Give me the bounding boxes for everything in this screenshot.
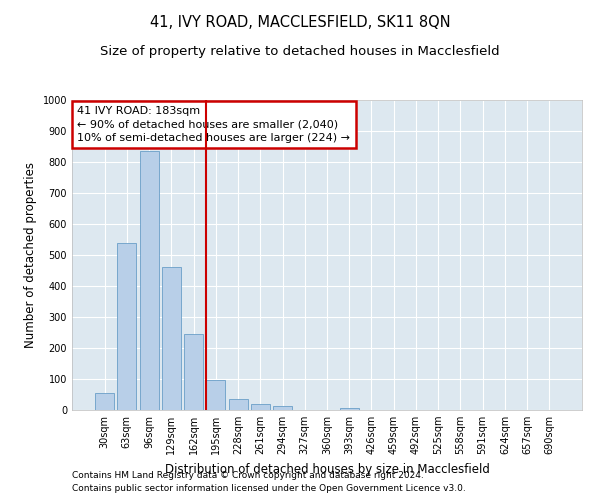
X-axis label: Distribution of detached houses by size in Macclesfield: Distribution of detached houses by size …	[164, 462, 490, 475]
Bar	[140, 151, 158, 410]
Text: 41, IVY ROAD, MACCLESFIELD, SK11 8QN: 41, IVY ROAD, MACCLESFIELD, SK11 8QN	[149, 15, 451, 30]
Bar	[229, 399, 248, 410]
Bar	[340, 408, 359, 410]
Text: 41 IVY ROAD: 183sqm
← 90% of detached houses are smaller (2,040)
10% of semi-det: 41 IVY ROAD: 183sqm ← 90% of detached ho…	[77, 106, 350, 142]
Bar	[162, 268, 181, 410]
Bar	[273, 406, 292, 410]
Text: Contains HM Land Registry data © Crown copyright and database right 2024.: Contains HM Land Registry data © Crown c…	[72, 470, 424, 480]
Bar	[118, 242, 136, 410]
Bar	[184, 334, 203, 410]
Text: Contains public sector information licensed under the Open Government Licence v3: Contains public sector information licen…	[72, 484, 466, 493]
Bar	[95, 393, 114, 410]
Text: Size of property relative to detached houses in Macclesfield: Size of property relative to detached ho…	[100, 45, 500, 58]
Bar	[251, 404, 270, 410]
Y-axis label: Number of detached properties: Number of detached properties	[24, 162, 37, 348]
Bar	[206, 380, 225, 410]
